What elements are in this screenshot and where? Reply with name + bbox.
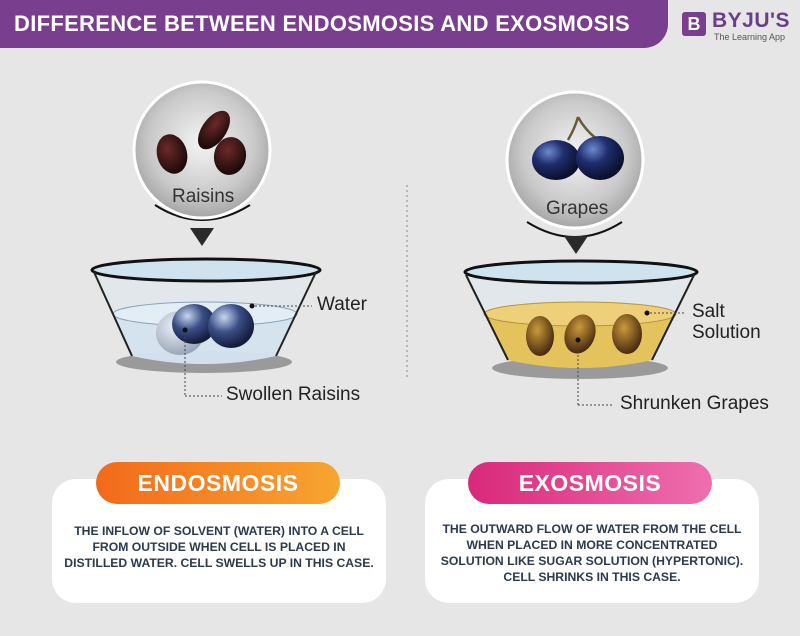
grapes-circle (505, 90, 645, 254)
raisin-icon (156, 134, 188, 174)
shrunken-grape-icon (564, 314, 596, 354)
logo-tagline: The Learning App (714, 32, 786, 42)
exosmosis-title: EXOSMOSIS (468, 462, 712, 504)
solution-label: Solution (692, 322, 761, 343)
water-label: Water (317, 294, 367, 315)
byjus-logo: B BYJU'S The Learning App (682, 9, 794, 47)
logo-mark: B (682, 12, 706, 36)
shrunken-grapes-label: Shrunken Grapes (620, 393, 769, 414)
salt-solution-bowl (463, 259, 699, 406)
raisins-label: Raisins (172, 186, 235, 207)
shrunken-grape-icon (612, 314, 642, 354)
salt-label: Salt (692, 301, 725, 322)
grape-icon (576, 136, 624, 180)
raisin-icon (213, 137, 247, 175)
endosmosis-title: ENDOSMOSIS (96, 462, 340, 504)
logo-name: BYJU'S (712, 9, 791, 32)
shrunken-grape-icon (526, 316, 554, 356)
raisin-icon (198, 110, 230, 150)
arrow-down-icon (564, 236, 588, 254)
raisins-circle (132, 80, 272, 246)
title-banner: DIFFERENCE BETWEEN ENDOSMOSIS AND EXOSMO… (0, 0, 668, 48)
exosmosis-description: THE OUTWARD FLOW OF WATER FROM THE CELL … (440, 522, 744, 584)
endosmosis-description: THE INFLOW OF SOLVENT (WATER) INTO A CEL… (64, 524, 374, 570)
grape-icon (532, 140, 580, 180)
grapes-label: Grapes (546, 198, 609, 219)
page-title: DIFFERENCE BETWEEN ENDOSMOSIS AND EXOSMO… (14, 11, 630, 36)
swollen-raisin-icon (172, 304, 216, 344)
water-bowl (90, 257, 322, 397)
swollen-raisins-label: Swollen Raisins (226, 384, 361, 405)
swollen-raisin-icon (208, 304, 254, 348)
arrow-down-icon (190, 228, 214, 246)
